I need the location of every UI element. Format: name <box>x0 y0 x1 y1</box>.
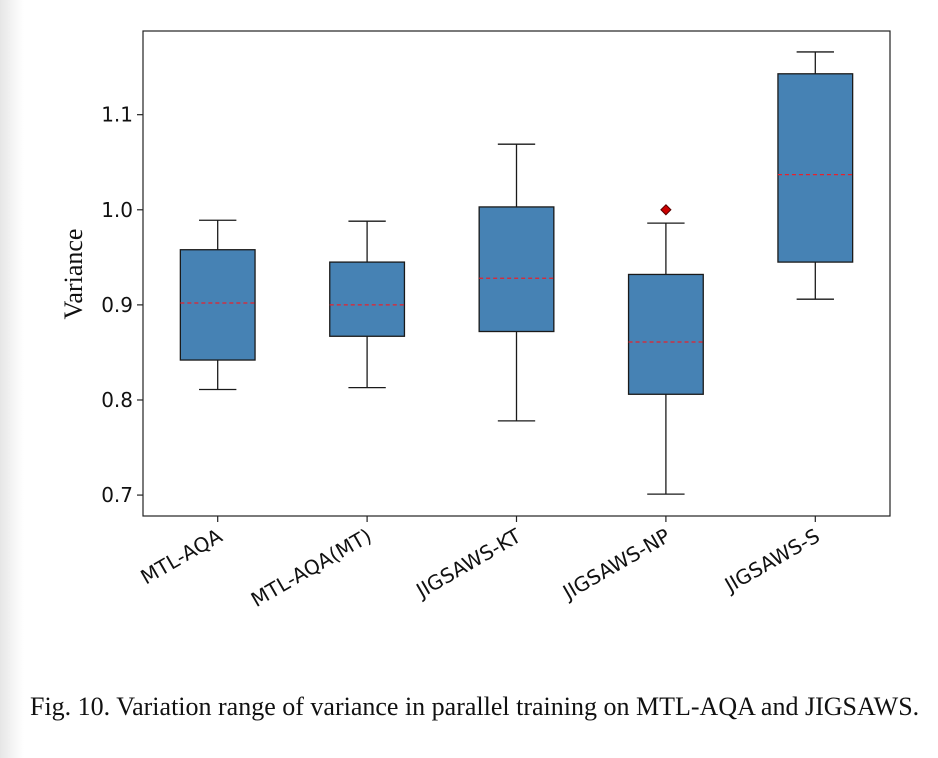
box-plot-chart: 0.7 0.8 0.9 1.0 1.1 MTL-AQA MTL-AQA(MT) JIGSAW… <box>59 30 891 612</box>
y-tick-label: 0.8 <box>101 388 133 412</box>
box-group <box>478 143 555 422</box>
x-tick-label: JIGSAWS-KT <box>410 523 525 603</box>
x-tick-label: JIGSAWS-S <box>719 524 824 598</box>
box-iqr <box>179 249 256 361</box>
y-tick-label: 0.7 <box>101 483 133 507</box>
box-group <box>777 51 854 300</box>
x-tick-label: JIGSAWS-NP <box>557 524 674 606</box>
box-group <box>627 204 704 495</box>
y-axis: 0.7 0.8 0.9 1.0 1.1 <box>101 103 143 507</box>
x-tick-label: MTL-AQA(MT) <box>247 524 376 612</box>
x-tick-label: MTL-AQA <box>136 523 226 589</box>
outlier-point <box>660 204 672 216</box>
box-iqr <box>478 206 555 333</box>
box-series <box>179 51 854 495</box>
y-tick-label: 1.1 <box>101 103 133 127</box>
box-group <box>179 219 256 391</box>
y-tick-label: 0.9 <box>101 293 133 317</box>
x-axis: MTL-AQA MTL-AQA(MT) JIGSAWS-KT JIGSAWS-NP JI… <box>136 516 824 612</box>
page-edge-shadow <box>0 0 24 758</box>
y-axis-label: Variance <box>59 229 88 320</box>
box-iqr <box>329 261 406 337</box>
box-iqr <box>777 73 854 263</box>
box-group <box>329 220 406 389</box>
box-iqr <box>627 273 704 395</box>
y-tick-label: 1.0 <box>101 198 133 222</box>
figure-caption: Fig. 10. Variation range of variance in … <box>30 692 920 721</box>
